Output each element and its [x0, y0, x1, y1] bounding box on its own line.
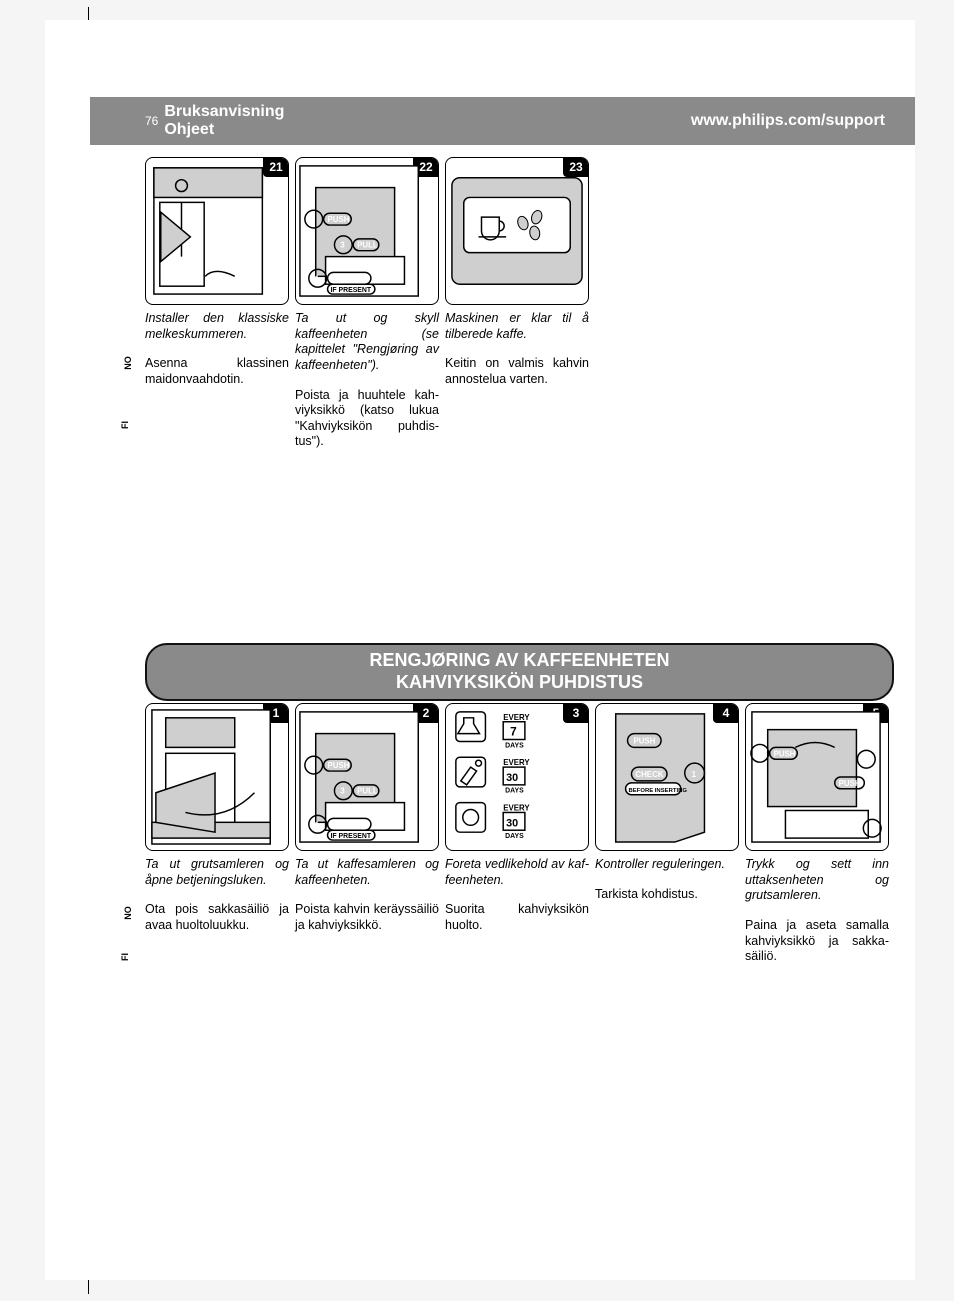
svg-text:DAYS: DAYS — [505, 788, 524, 795]
svg-text:CHECK: CHECK — [635, 770, 663, 779]
step-text-fi: Ota pois sakkasäiliö ja avaa huoltoluukk… — [145, 896, 289, 933]
svg-text:IF PRESENT: IF PRESENT — [331, 287, 372, 294]
open-door-icon — [146, 704, 288, 850]
reinsert-icon: 2 PUSH 3 PUSH 4 — [746, 704, 888, 850]
manual-page: 76 Bruksanvisning Ohjeet www.philips.com… — [45, 20, 915, 1280]
step-text-no: Foreta vedlikehold av kaf­feenheten. — [445, 857, 589, 888]
svg-text:4: 4 — [869, 824, 874, 833]
step-cell-4: 4 PUSH 1 CHECK BEFORE INSERTING Kontroll… — [595, 703, 739, 965]
svg-text:BEFORE INSERTING: BEFORE INSERTING — [629, 788, 688, 794]
step-cell-21: 21 Installer den klassiske mel­keskummer… — [145, 157, 289, 450]
step-text-no: Ta ut grutsamleren og åpne betjeningsluk… — [145, 857, 289, 888]
step-text-no: Trykk og sett inn uttaksenhe­ten og grut… — [745, 857, 889, 904]
step-text-fi: Suorita kahviyksikön huolto. — [445, 896, 589, 933]
svg-text:DAYS: DAYS — [505, 742, 524, 749]
step-text-no: Ta ut kaffesamleren og kaf­feenheten. — [295, 857, 439, 888]
svg-text:2: 2 — [311, 761, 316, 770]
svg-text:2: 2 — [311, 215, 316, 224]
top-step-row: 21 Installer den klassiske mel­keskummer… — [145, 157, 589, 450]
step-image-3: 3 EVERY 7 DAYS EVERY 30 DAYS — [445, 703, 589, 851]
display-ready-icon — [446, 158, 588, 304]
step-cell-3: 3 EVERY 7 DAYS EVERY 30 DAYS — [445, 703, 589, 965]
section-title-line2: KAHVIYKSIKÖN PUHDISTUS — [396, 672, 643, 692]
svg-text:3: 3 — [340, 241, 345, 250]
step-text-no: Ta ut og skyll kaffeenheten (se kapittel… — [295, 311, 439, 374]
lang-no: NO — [123, 906, 133, 920]
svg-text:PUSH: PUSH — [328, 761, 350, 770]
svg-text:PULL: PULL — [357, 787, 378, 796]
step-text-fi: Asenna klassinen maidon­vaahdotin. — [145, 350, 289, 387]
step-image-2: 2 2 PUSH 3 PULL 1 PULL OUT IF PRESENT — [295, 703, 439, 851]
step-text-fi: Poista kahvin keräyssäiliö ja kahviyksik… — [295, 896, 439, 933]
milk-frother-icon — [146, 158, 288, 304]
step-text-no: Maskinen er klar til å tilbe­rede kaffe. — [445, 311, 589, 342]
maintenance-schedule-icon: EVERY 7 DAYS EVERY 30 DAYS EVERY — [446, 704, 588, 850]
section-title: RENGJØRING AV KAFFEENHETEN KAHVIYKSIKÖN … — [145, 643, 894, 701]
step-image-5: 5 2 PUSH 3 PUSH 4 — [745, 703, 889, 851]
lang-no: NO — [123, 356, 133, 370]
svg-text:1: 1 — [315, 820, 320, 829]
svg-text:PUSH: PUSH — [328, 215, 350, 224]
brew-unit-remove-icon: 2 PUSH 3 PULL 1 PULL OUT IF PRESENT — [296, 704, 438, 850]
header-title-line2: Ohjeet — [164, 121, 214, 138]
header-title-line1: Bruksanvisning — [164, 103, 284, 120]
step-cell-5: 5 2 PUSH 3 PUSH 4 Trykk og sett inn utta… — [745, 703, 889, 965]
svg-text:PUSH: PUSH — [633, 736, 655, 745]
step-image-4: 4 PUSH 1 CHECK BEFORE INSERTING — [595, 703, 739, 851]
section-title-line1: RENGJØRING AV KAFFEENHETEN — [369, 650, 669, 670]
svg-text:3: 3 — [340, 787, 345, 796]
svg-text:3: 3 — [863, 755, 868, 764]
svg-text:30: 30 — [506, 772, 518, 784]
step-cell-22: 22 2 PUSH 3 PULL 1 PULL OUT IF PRESENT T… — [295, 157, 439, 450]
lang-fi: FI — [120, 953, 130, 961]
svg-text:PULL: PULL — [357, 241, 378, 250]
svg-text:EVERY: EVERY — [503, 803, 530, 812]
step-image-22: 22 2 PUSH 3 PULL 1 PULL OUT IF PRESENT — [295, 157, 439, 305]
step-image-23: 23 — [445, 157, 589, 305]
step-text-fi: Tarkista kohdistus. — [595, 881, 739, 903]
step-cell-23: 23 Maskinen er klar til å tilbe­rede kaf… — [445, 157, 589, 450]
svg-text:PUSH: PUSH — [839, 779, 861, 788]
lang-fi: FI — [120, 421, 130, 429]
svg-text:1: 1 — [315, 274, 320, 283]
brew-unit-remove-icon: 2 PUSH 3 PULL 1 PULL OUT IF PRESENT — [296, 158, 438, 304]
page-number: 76 — [145, 114, 158, 128]
check-alignment-icon: PUSH 1 CHECK BEFORE INSERTING — [596, 704, 738, 850]
svg-text:EVERY: EVERY — [503, 713, 530, 722]
svg-text:1: 1 — [692, 770, 697, 779]
svg-text:PULL OUT: PULL OUT — [331, 274, 370, 283]
svg-text:2: 2 — [757, 749, 762, 758]
step-text-no: Kontroller reguleringen. — [595, 857, 739, 873]
step-text-no: Installer den klassiske mel­keskummeren. — [145, 311, 289, 342]
svg-text:30: 30 — [506, 817, 518, 829]
step-cell-2: 2 2 PUSH 3 PULL 1 PULL OUT IF PRESENT Ta… — [295, 703, 439, 965]
step-cell-1: 1 Ta ut grutsamleren og åpne betjeningsl… — [145, 703, 289, 965]
header-title: Bruksanvisning Ohjeet — [164, 103, 284, 138]
step-image-1: 1 — [145, 703, 289, 851]
svg-text:DAYS: DAYS — [505, 833, 524, 840]
step-text-fi: Keitin on valmis kahvin annostelua varte… — [445, 350, 589, 387]
bottom-step-row: 1 Ta ut grutsamleren og åpne betjeningsl… — [145, 703, 889, 965]
header-url: www.philips.com/support — [691, 112, 885, 130]
step-text-fi: Poista ja huuhtele kah­viyksikkö (katso … — [295, 382, 439, 451]
step-image-21: 21 — [145, 157, 289, 305]
svg-text:PULL OUT: PULL OUT — [331, 820, 370, 829]
header-bar: 76 Bruksanvisning Ohjeet www.philips.com… — [90, 97, 915, 145]
step-text-fi: Paina ja aseta samalla kahviyksikkö ja s… — [745, 912, 889, 965]
svg-text:PUSH: PUSH — [774, 749, 796, 758]
svg-text:IF PRESENT: IF PRESENT — [331, 833, 372, 840]
svg-text:7: 7 — [510, 725, 517, 739]
svg-text:EVERY: EVERY — [503, 758, 530, 767]
